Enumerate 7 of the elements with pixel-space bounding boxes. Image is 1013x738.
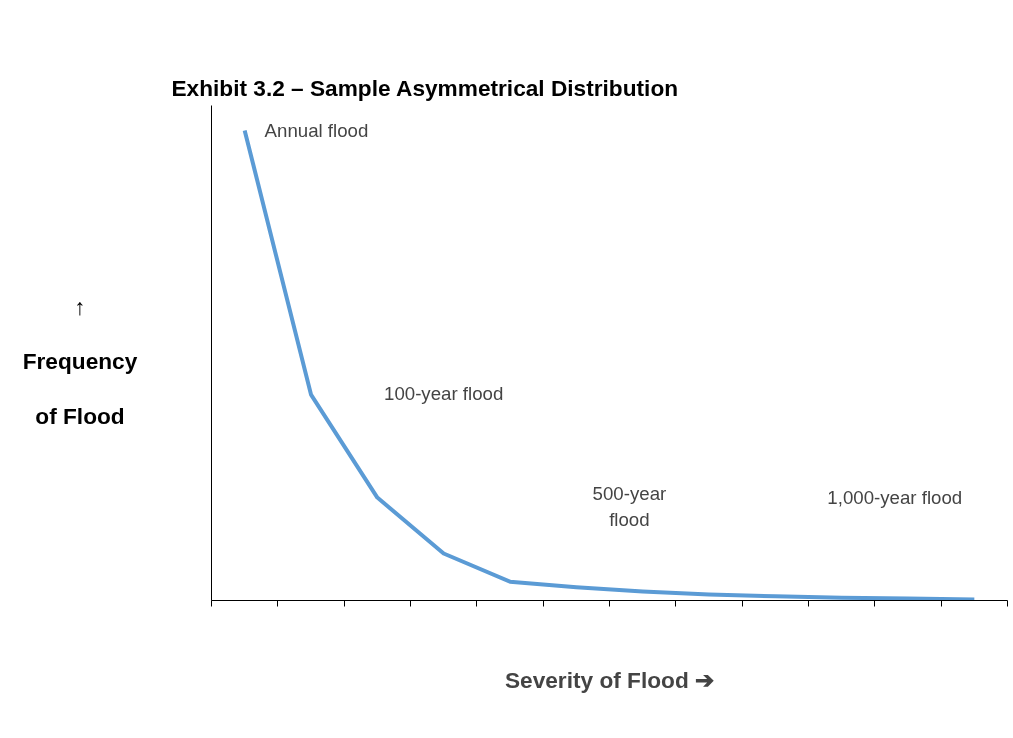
annotation: Annual flood (264, 119, 369, 141)
annotation: 500-year flood (592, 483, 667, 530)
chart-title: Exhibit 3.2 – Sample Asymmetrical Distribution (171, 74, 679, 101)
text: ↑ Frequency of Flood (22, 294, 138, 429)
annotation: 1,000-year flood (827, 486, 963, 508)
x-axis-title: Severity of Flood ➔ (504, 666, 715, 693)
annotation: 100-year flood (384, 383, 504, 405)
